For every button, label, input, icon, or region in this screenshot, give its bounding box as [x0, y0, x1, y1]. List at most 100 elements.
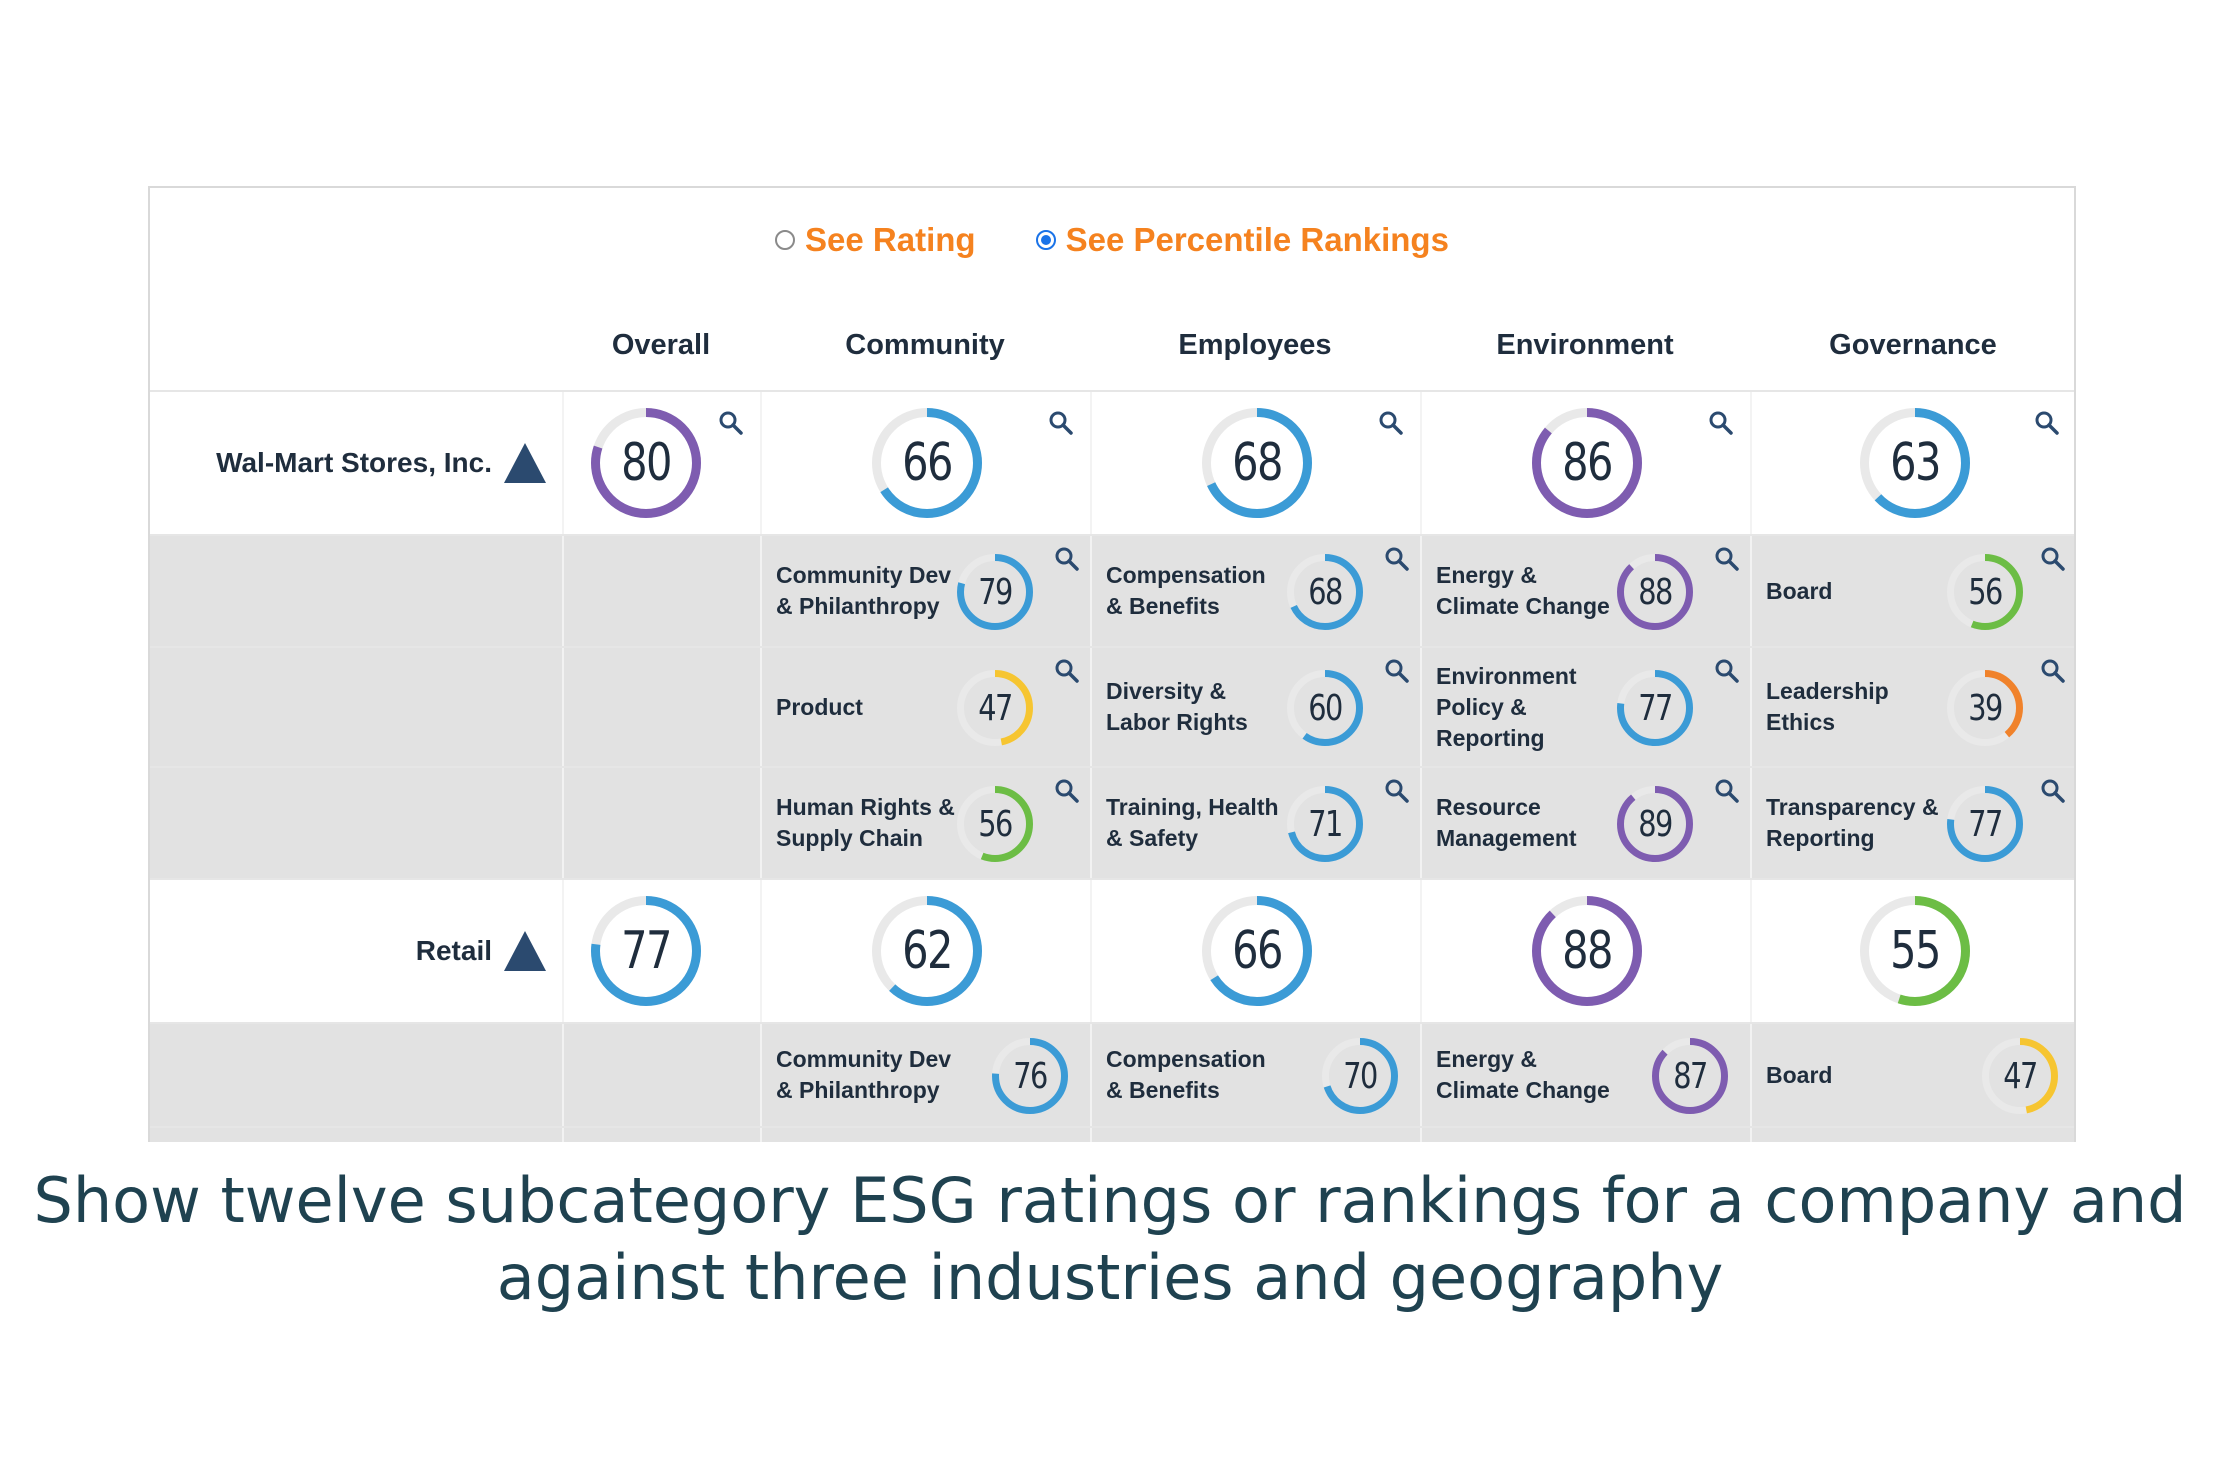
see-percentile-label[interactable]: See Percentile Rankings — [1065, 221, 1449, 258]
wal-mart-stores-inc-sub-1-1-ring-arc — [1287, 670, 1363, 746]
subcategory-row: Environment — [150, 1126, 2074, 1142]
esg-ratings-panel: See Rating See Percentile Rankings Overa… — [148, 186, 2076, 1142]
wal-mart-stores-inc-sub-1-0-ring-arc — [957, 670, 1033, 746]
wal-mart-stores-inc-sub-2-3-search-icon[interactable] — [2040, 778, 2066, 804]
retail-sub-0-0-ring-arc — [992, 1038, 1068, 1114]
retail-sub-0-1-ring-arc — [1322, 1038, 1398, 1114]
wal-mart-stores-inc-overall-ring-arc — [591, 408, 701, 518]
subcategory-label: Compensation & Benefits — [1106, 1046, 1266, 1103]
subcategory-cell: Compensation & Benefits 70 — [1090, 1024, 1420, 1126]
entity-name: Wal-Mart Stores, Inc. — [216, 447, 492, 478]
retail-sub-0-1-ring: 70 — [1322, 1038, 1398, 1114]
wal-mart-stores-inc-sub-0-2-search-icon[interactable] — [1714, 546, 1740, 572]
wal-mart-stores-inc-sub-2-2-score: 89 — [1638, 803, 1673, 845]
wal-mart-stores-inc-sub-2-3-score: 77 — [1968, 803, 2003, 845]
entity-label[interactable]: Wal-Mart Stores, Inc. — [150, 392, 560, 534]
subcategory-cell: Diversity & Labor Rights 60 — [1090, 648, 1420, 766]
wal-mart-stores-inc-sub-2-2-ring-arc — [1617, 786, 1693, 862]
see-percentile-radio[interactable] — [1035, 230, 1056, 250]
retail-environment-cell: 88 — [1420, 880, 1750, 1022]
wal-mart-stores-inc-community-search-icon[interactable] — [1048, 410, 1074, 436]
subcategory-label: Board — [1766, 577, 1833, 604]
wal-mart-stores-inc-sub-0-0-score: 79 — [978, 571, 1013, 613]
subcategory-cell: Community Dev & Philanthropy 76 — [760, 1024, 1090, 1126]
wal-mart-stores-inc-sub-0-0-ring: 79 — [957, 554, 1033, 630]
wal-mart-stores-inc-environment-ring-arc — [1532, 408, 1642, 518]
subcategory-row: Community Dev & Philanthropy 76 Compensati… — [150, 1022, 2074, 1126]
subcategory-cell: Transparency & Reporting 77 — [1750, 768, 2074, 878]
subcategory-cell: Environment — [1420, 1128, 1750, 1142]
see-percentile-option[interactable]: See Percentile Rankings — [1035, 210, 1449, 270]
collapse-triangle-icon[interactable] — [504, 931, 546, 971]
subcategory-row: Human Rights & Supply Chain 56 Training, H… — [150, 766, 2074, 878]
wal-mart-stores-inc-sub-2-2-ring: 89 — [1617, 786, 1693, 862]
subcategory-label: Compensation & Benefits — [1106, 562, 1266, 619]
wal-mart-stores-inc-sub-1-2-score: 77 — [1638, 687, 1673, 729]
subcategory-cell: Board 47 — [1750, 1024, 2074, 1126]
wal-mart-stores-inc-sub-0-1-ring: 68 — [1287, 554, 1363, 630]
retail-community-ring-arc — [872, 896, 982, 1006]
retail-environment-ring-arc — [1532, 896, 1642, 1006]
wal-mart-stores-inc-overall-cell: 80 — [562, 392, 760, 534]
subcategory-cell: Product 47 — [760, 648, 1090, 766]
wal-mart-stores-inc-sub-0-0-ring-arc — [957, 554, 1033, 630]
wal-mart-stores-inc-environment-ring: 86 — [1532, 408, 1642, 518]
see-rating-radio[interactable] — [775, 230, 796, 250]
collapse-triangle-icon[interactable] — [504, 443, 546, 483]
wal-mart-stores-inc-sub-0-3-score: 56 — [1968, 571, 2003, 613]
subcategory-label: Energy & Climate Change — [1436, 1046, 1610, 1103]
subcategory-label: Human Rights & Supply Chain — [776, 794, 955, 851]
wal-mart-stores-inc-sub-2-1-ring-arc — [1287, 786, 1363, 862]
retail-community-cell: 62 — [760, 880, 1090, 1022]
retail-employees-ring: 66 — [1202, 896, 1312, 1006]
wal-mart-stores-inc-sub-0-3-search-icon[interactable] — [2040, 546, 2066, 572]
retail-governance-score: 55 — [1890, 921, 1941, 981]
retail-governance-ring: 55 — [1860, 896, 1970, 1006]
wal-mart-stores-inc-governance-ring: 63 — [1860, 408, 1970, 518]
wal-mart-stores-inc-sub-0-2-ring-arc — [1617, 554, 1693, 630]
wal-mart-stores-inc-governance-search-icon[interactable] — [2034, 410, 2060, 436]
retail-employees-ring-arc — [1202, 896, 1312, 1006]
wal-mart-stores-inc-sub-2-0-search-icon[interactable] — [1054, 778, 1080, 804]
see-rating-label[interactable]: See Rating — [805, 221, 976, 258]
wal-mart-stores-inc-community-ring: 66 — [872, 408, 982, 518]
wal-mart-stores-inc-sub-1-2-ring-arc — [1617, 670, 1693, 746]
entity-label[interactable]: Retail — [150, 880, 560, 1022]
subcategory-cell — [1750, 1128, 2074, 1142]
retail-community-ring: 62 — [872, 896, 982, 1006]
wal-mart-stores-inc-sub-2-0-ring: 56 — [957, 786, 1033, 862]
wal-mart-stores-inc-sub-1-3-search-icon[interactable] — [2040, 658, 2066, 684]
wal-mart-stores-inc-sub-0-2-ring: 88 — [1617, 554, 1693, 630]
wal-mart-stores-inc-sub-2-2-search-icon[interactable] — [1714, 778, 1740, 804]
wal-mart-stores-inc-sub-0-0-search-icon[interactable] — [1054, 546, 1080, 572]
wal-mart-stores-inc-sub-2-3-ring-arc — [1947, 786, 2023, 862]
retail-governance-ring-arc — [1860, 896, 1970, 1006]
wal-mart-stores-inc-sub-0-1-search-icon[interactable] — [1384, 546, 1410, 572]
wal-mart-stores-inc-overall-score: 80 — [621, 433, 672, 493]
wal-mart-stores-inc-environment-search-icon[interactable] — [1708, 410, 1734, 436]
retail-environment-score: 88 — [1562, 921, 1613, 981]
column-header-governance: Governance — [1829, 328, 1997, 361]
wal-mart-stores-inc-sub-1-1-ring: 60 — [1287, 670, 1363, 746]
subcategory-label: Community Dev & Philanthropy — [776, 562, 952, 619]
wal-mart-stores-inc-employees-search-icon[interactable] — [1378, 410, 1404, 436]
wal-mart-stores-inc-sub-2-1-search-icon[interactable] — [1384, 778, 1410, 804]
wal-mart-stores-inc-sub-1-1-score: 60 — [1308, 687, 1343, 729]
subcategory-cell: Leadership Ethics 39 — [1750, 648, 2074, 766]
subcategory-label: Product — [776, 693, 863, 720]
subcategory-label — [776, 1128, 966, 1142]
wal-mart-stores-inc-employees-ring-arc — [1202, 408, 1312, 518]
wal-mart-stores-inc-overall-search-icon[interactable] — [718, 410, 744, 436]
wal-mart-stores-inc-sub-2-1-score: 71 — [1308, 803, 1343, 845]
retail-sub-0-3-score: 47 — [2003, 1055, 2038, 1097]
wal-mart-stores-inc-sub-1-1-search-icon[interactable] — [1384, 658, 1410, 684]
subcategory-cell: Energy & Climate Change 88 — [1420, 536, 1750, 646]
wal-mart-stores-inc-sub-0-1-score: 68 — [1308, 571, 1343, 613]
retail-sub-0-2-score: 87 — [1673, 1055, 1708, 1097]
retail-sub-0-2-ring: 87 — [1652, 1038, 1728, 1114]
see-rating-option[interactable]: See Rating — [775, 210, 976, 270]
retail-overall-cell: 77 — [562, 880, 760, 1022]
wal-mart-stores-inc-governance-ring-arc — [1860, 408, 1970, 518]
wal-mart-stores-inc-sub-1-0-search-icon[interactable] — [1054, 658, 1080, 684]
wal-mart-stores-inc-sub-1-2-search-icon[interactable] — [1714, 658, 1740, 684]
